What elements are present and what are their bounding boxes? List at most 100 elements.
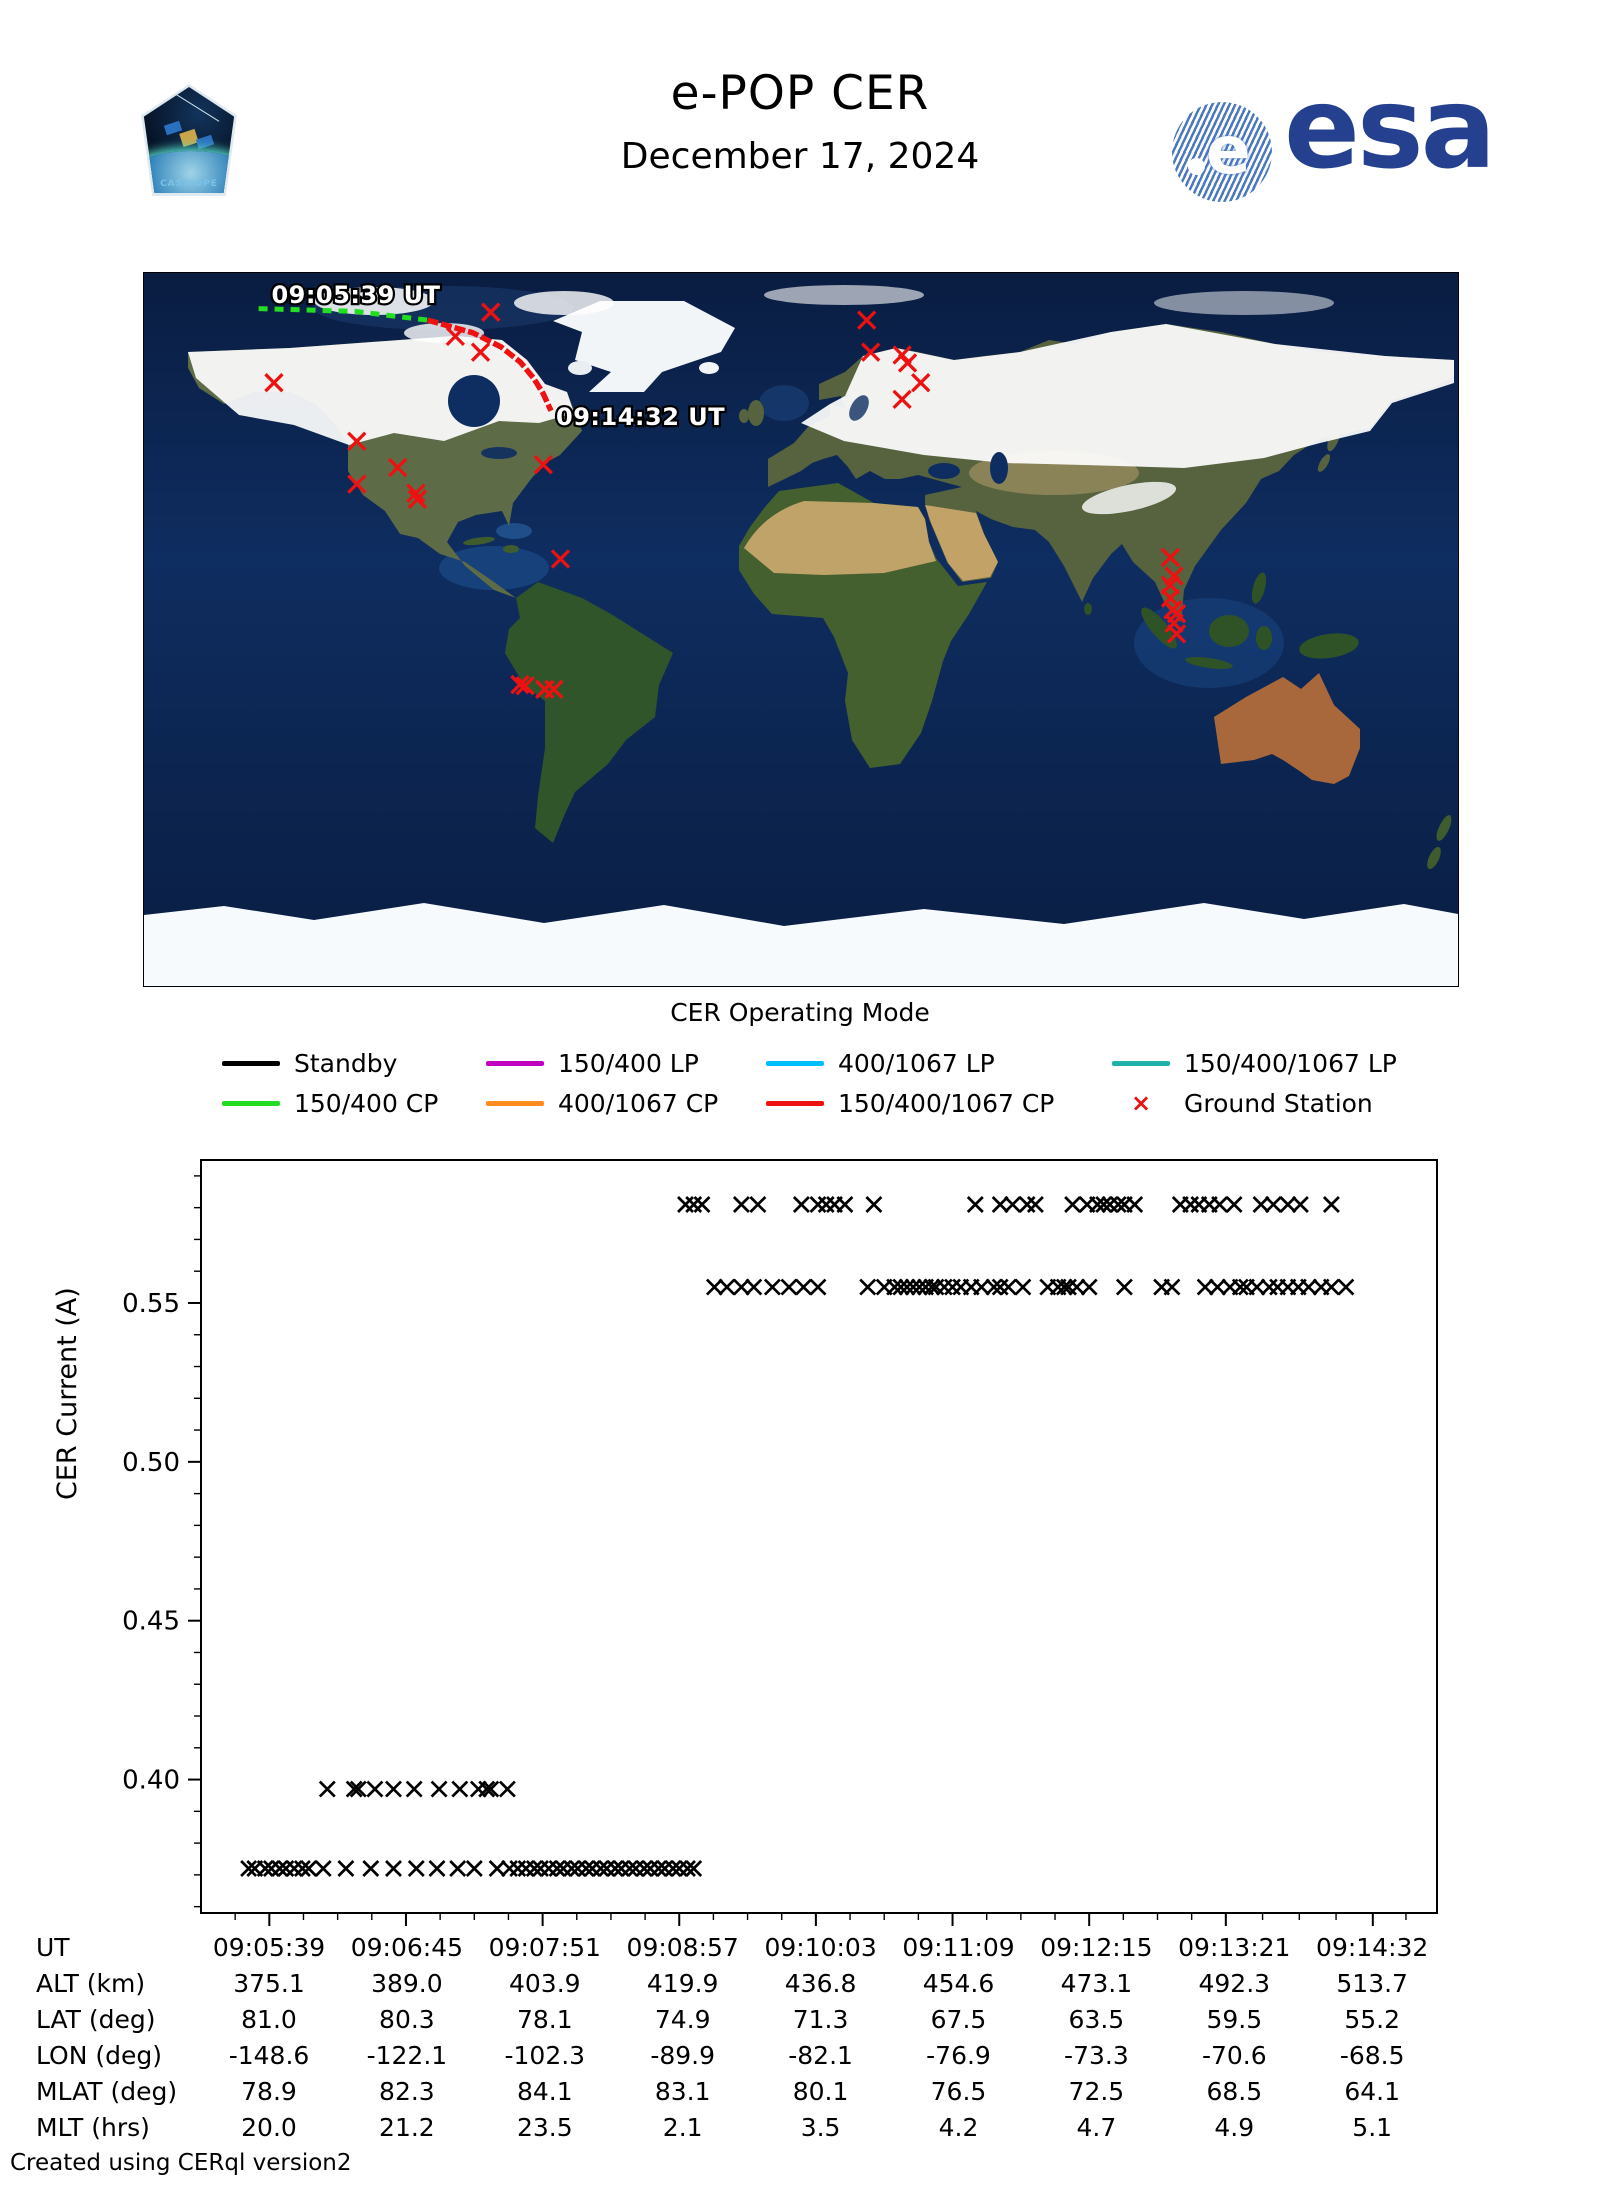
data-point-x-marker [501, 1860, 518, 1877]
data-point-x-marker [509, 1860, 527, 1877]
legend-item-label: 150/400/1067 CP [838, 1088, 1055, 1118]
data-point-x-marker [577, 1860, 595, 1877]
data-point-x-marker [817, 1196, 835, 1213]
ground-station-x-icon [892, 389, 912, 410]
table-cell: 59.5 [1206, 2005, 1263, 2034]
data-point-x-marker [677, 1196, 694, 1213]
table-cell: 84.1 [516, 2077, 573, 2106]
table-cell: 09:10:03 [764, 1933, 877, 1962]
data-point-x-marker [1026, 1196, 1044, 1213]
data-point-x-marker [540, 1860, 558, 1877]
table-cell: 81.0 [241, 2005, 297, 2034]
cer-current-plot: 0.40 0.45 0.50 0.55 [122, 1159, 1438, 1926]
data-point-x-marker [1182, 1196, 1200, 1213]
track-mode-150-400-cp [258, 306, 428, 323]
data-point-x-marker [385, 1860, 402, 1877]
data-point-x-marker [1211, 1196, 1229, 1213]
esa-globe-e: e [1206, 112, 1251, 189]
table-cell: 80.3 [379, 2005, 435, 2034]
scatter-series [240, 1860, 703, 1877]
legend-item-150-400-1067-cp: 150/400/1067 CP [766, 1086, 1054, 1120]
table-cell: -76.9 [926, 2041, 991, 2070]
legend-line-swatch [222, 1100, 280, 1106]
legend-line-swatch [1112, 1060, 1170, 1066]
table-cell: 09:12:15 [1040, 1933, 1153, 1962]
data-point-x-marker [763, 1278, 781, 1296]
table-cell: 82.3 [379, 2077, 435, 2106]
data-point-x-marker [991, 1196, 1009, 1213]
track-end-time-label: 09:14:32 UT [556, 403, 725, 431]
scatter-series [318, 1780, 516, 1798]
esa-logo-text: esa [1284, 64, 1496, 194]
legend-item-400-1067-cp: 400/1067 CP [486, 1086, 718, 1120]
data-point-x-marker [1115, 1278, 1133, 1296]
legend-item-150-400-cp: 150/400 CP [222, 1086, 438, 1120]
data-point-x-marker [482, 1780, 500, 1798]
legend-line-swatch [766, 1100, 824, 1106]
data-point-x-marker [935, 1278, 953, 1296]
table-row-label: MLAT (deg) [36, 2077, 178, 2106]
data-point-x-marker [679, 1860, 696, 1877]
ground-station-x-icon [406, 483, 426, 503]
data-point-x-marker [293, 1860, 311, 1877]
table-cell: 09:08:57 [626, 1933, 739, 1962]
table-cell: 436.8 [784, 1969, 857, 1998]
ground-station-x-icon [544, 679, 564, 699]
table-cell: 72.5 [1068, 2077, 1125, 2106]
data-point-x-marker [685, 1860, 703, 1877]
ground-station-x-icon: × [1130, 1089, 1152, 1117]
table-cell: 09:07:51 [488, 1933, 601, 1962]
table-cell: 419.9 [646, 1969, 719, 1998]
data-point-x-marker [792, 1196, 810, 1213]
data-point-x-marker [1260, 1278, 1278, 1296]
data-point-x-marker [385, 1780, 402, 1798]
data-point-x-marker [563, 1860, 581, 1877]
data-point-x-marker [1064, 1196, 1082, 1213]
table-cell: 3.5 [800, 2113, 841, 2142]
data-point-x-marker [664, 1860, 682, 1877]
data-point-x-marker [1080, 1278, 1098, 1296]
table-row-label: LON (deg) [36, 2041, 162, 2070]
table-cell: 513.7 [1336, 1969, 1408, 1998]
data-point-x-marker [271, 1860, 289, 1877]
data-point-x-marker [517, 1860, 535, 1877]
ground-station-x-icon [857, 310, 877, 330]
map-antarctica [144, 903, 1458, 986]
table-cell: 67.5 [930, 2005, 987, 2034]
table-cell: 5.1 [1352, 2113, 1393, 2142]
world-map: 09:05:39 UT 09:14:32 UT [143, 272, 1459, 987]
table-cell: -122.1 [366, 2041, 448, 2070]
data-point-x-marker [1004, 1196, 1022, 1213]
data-point-x-marker [1126, 1196, 1144, 1213]
data-point-x-marker [685, 1196, 703, 1213]
data-point-x-marker [1300, 1278, 1318, 1296]
ground-station-x-icon [550, 549, 571, 569]
data-point-x-marker [985, 1278, 1003, 1296]
table-cell: 80.1 [792, 2077, 849, 2106]
data-point-x-marker [999, 1278, 1017, 1296]
data-point-x-marker [732, 1196, 750, 1213]
data-point-x-marker [1209, 1278, 1226, 1296]
table-cell: 403.9 [509, 1969, 581, 1998]
data-point-x-marker [1252, 1196, 1270, 1213]
esa-globe-icon: e [1172, 102, 1272, 202]
table-row-label: MLT (hrs) [36, 2113, 150, 2142]
table-cell: 09:14:32 [1316, 1933, 1429, 1962]
data-point-x-marker [405, 1780, 423, 1798]
legend-item-ground-station: × Ground Station [1112, 1086, 1373, 1120]
esa-globe-dot [1188, 158, 1205, 175]
satellite-ground-track [258, 306, 554, 412]
data-point-x-marker [314, 1860, 332, 1877]
plot-frame [200, 1159, 1438, 1914]
ground-station-x-icon [533, 455, 553, 475]
y-tick-label: 0.45 [122, 1607, 180, 1637]
data-point-x-marker [366, 1780, 384, 1798]
page-title: e-POP CER [670, 66, 930, 121]
footer-credit: Created using CERql version2 [10, 2150, 352, 2176]
table-cell: 21.2 [379, 2113, 435, 2142]
data-point-x-marker [1291, 1196, 1309, 1213]
ground-station-x-icon [897, 353, 918, 373]
data-point-x-marker [592, 1860, 610, 1877]
legend-title: CER Operating Mode [670, 998, 930, 1027]
